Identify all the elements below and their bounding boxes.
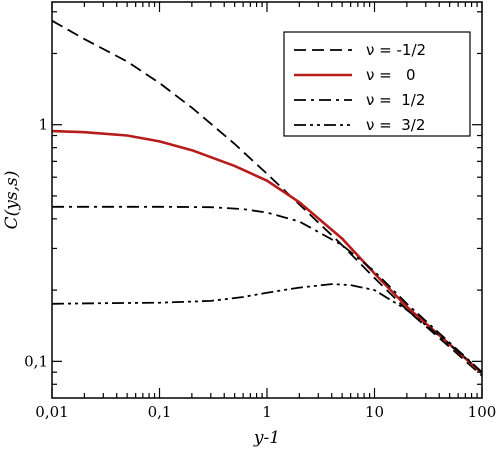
x-tick-label: 0,1	[148, 403, 172, 421]
x-tick-label: 0,01	[35, 403, 68, 421]
legend-label-2: ν = 1/2	[366, 91, 425, 109]
x-tick-label: 10	[365, 403, 384, 421]
x-tick-label: 1	[262, 403, 272, 421]
legend: ν = -1/2 ν = 0 ν = 1/2 ν = 3/2	[283, 31, 471, 137]
series-line-2	[52, 205, 482, 373]
y-tick-label: 0,1	[24, 352, 48, 370]
legend-label-3: ν = 3/2	[366, 116, 425, 134]
x-tick-label: 100	[468, 403, 497, 421]
series-layer	[52, 19, 482, 377]
y-axis-label: C(ys,s)	[2, 171, 22, 230]
tick-layer: 0,01 0,1 1 10 100 0,1 1	[24, 2, 496, 421]
series-line-1	[52, 129, 482, 375]
x-axis-label: y-1	[253, 428, 280, 448]
legend-label-1: ν = 0	[366, 66, 416, 84]
y-tick-label: 1	[38, 116, 48, 134]
series-line-3	[52, 283, 482, 373]
legend-label-0: ν = -1/2	[366, 41, 426, 59]
